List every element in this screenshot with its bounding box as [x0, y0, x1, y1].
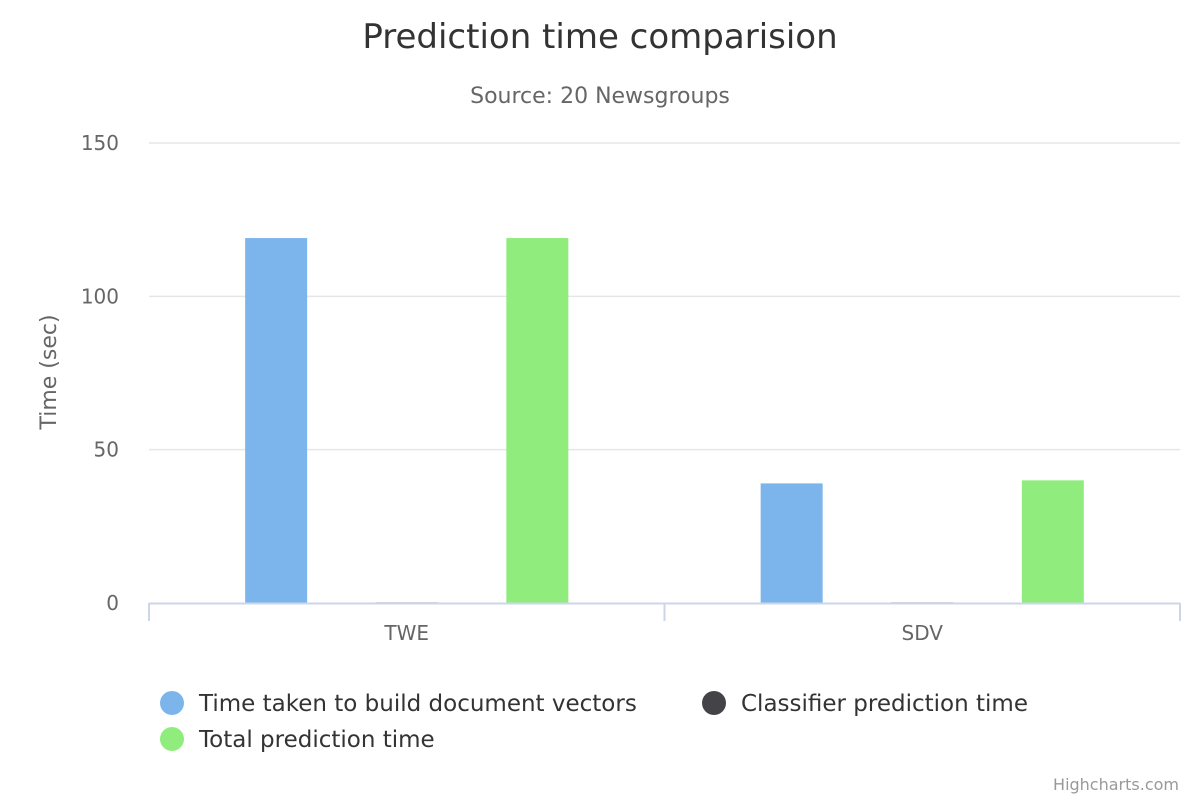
x-axis: TWE SDV — [148, 602, 1181, 645]
legend-item[interactable]: Time taken to build document vectors — [160, 691, 637, 717]
legend-label: Time taken to build document vectors — [198, 691, 637, 717]
legend-marker-icon — [702, 691, 726, 715]
legend-label: Classifier prediction time — [741, 691, 1028, 717]
legend-item[interactable]: Total prediction time — [160, 727, 435, 753]
chart-subtitle: Source: 20 Newsgroups — [470, 84, 730, 109]
legend-marker-icon — [160, 691, 184, 715]
legend-marker-icon — [160, 727, 184, 751]
y-tick-label: 100 — [81, 284, 119, 308]
legend-item[interactable]: Classifier prediction time — [702, 691, 1028, 717]
y-tick-label: 0 — [106, 591, 119, 615]
legend-label: Total prediction time — [198, 727, 435, 753]
x-category-label: TWE — [383, 621, 429, 645]
y-tick-label: 150 — [81, 131, 119, 155]
bar[interactable] — [760, 483, 823, 603]
grid-lines — [149, 142, 1180, 451]
y-tick-label: 50 — [94, 438, 119, 462]
chart-title: Prediction time comparision — [362, 17, 837, 57]
bar[interactable] — [1021, 480, 1084, 603]
bar[interactable] — [245, 238, 308, 604]
bar[interactable] — [506, 238, 569, 604]
credits-link[interactable]: Highcharts.com — [1053, 775, 1179, 794]
legend: Time taken to build document vectors Clas… — [160, 691, 1028, 753]
y-axis-ticks: 0 50 100 150 — [81, 131, 119, 615]
x-category-label: SDV — [902, 621, 944, 645]
bars — [245, 238, 1084, 604]
y-axis-label: Time (sec) — [37, 314, 62, 430]
